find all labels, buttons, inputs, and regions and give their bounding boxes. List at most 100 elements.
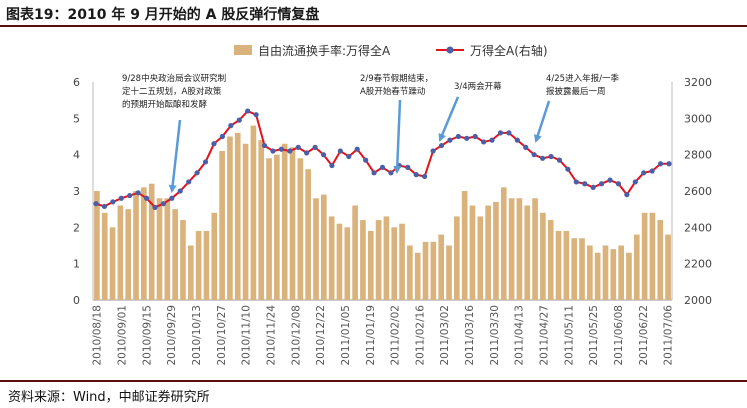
index-point: [219, 133, 225, 140]
index-point: [582, 181, 588, 187]
index-point: [160, 201, 167, 207]
x-tick-label: 2010/09/15: [141, 305, 153, 366]
index-point: [152, 204, 158, 210]
index-point: [101, 203, 108, 210]
turnover-bar: [141, 187, 147, 300]
index-point: [135, 190, 141, 196]
left-axis-ticks: 0 1 2 3 4 5 6: [73, 76, 80, 307]
x-tick-label: 2011/03/16: [464, 305, 476, 366]
index-point: [565, 166, 571, 172]
annotation-text: 3/4两会开幕: [454, 81, 502, 92]
x-tick-label: 2011/04/27: [539, 305, 551, 366]
turnover-bar: [618, 245, 624, 300]
index-point: [295, 144, 301, 150]
turnover-bar: [579, 238, 585, 300]
annotation-text: A股开始春节躁动: [360, 86, 426, 97]
turnover-bar: [602, 245, 609, 300]
index-point: [127, 192, 133, 199]
index-point: [236, 117, 242, 123]
x-tick-label: 2010/12/08: [290, 305, 302, 366]
index-point: [615, 181, 622, 187]
chart: 自由流通换手率:万得全A 万得全A(右轴) 0 1 2 3 4 5 6 2000 2200 24…: [73, 43, 712, 366]
turnover-bar: [454, 216, 460, 300]
x-tick-label: 2010/11/24: [265, 305, 277, 366]
index-point: [363, 157, 369, 163]
index-point: [624, 192, 630, 198]
turnover-bar: [328, 216, 335, 300]
turnover-bar: [633, 234, 640, 300]
turnover-bar: [109, 227, 116, 300]
turnover-bar: [227, 136, 233, 300]
turnover-bar: [665, 234, 671, 300]
turnover-bar: [540, 212, 546, 300]
turnover-bar: [180, 220, 186, 300]
left-tick-label: 4: [73, 149, 80, 162]
turnover-bar: [321, 194, 327, 300]
turnover-bar: [493, 201, 499, 300]
turnover-bar: [250, 125, 257, 300]
turnover-bar: [164, 198, 171, 300]
turnover-bar: [133, 191, 139, 300]
index-point: [590, 184, 596, 190]
turnover-bar: [649, 212, 656, 300]
x-tick-label: 2011/07/06: [663, 305, 675, 366]
index-markers: [93, 108, 672, 210]
annotation-text: 定十二五规划，A股对政策: [122, 86, 222, 97]
turnover-bar: [399, 223, 405, 300]
turnover-bar: [242, 143, 249, 300]
index-point: [666, 161, 672, 167]
index-point: [202, 159, 209, 165]
index-point: [523, 144, 529, 150]
turnover-bar: [234, 132, 241, 300]
right-tick-label: 2800: [684, 149, 712, 162]
left-tick-label: 0: [73, 294, 80, 307]
annotation-arrow: [168, 119, 182, 193]
turnover-bar: [156, 198, 163, 300]
legend-bar-swatch: [234, 45, 252, 55]
annotation-4-25: 4/25进入年报/一季 报披露最后一周: [534, 73, 619, 143]
x-tick-label: 2011/03/30: [489, 305, 501, 366]
turnover-bar: [187, 245, 194, 300]
turnover-bars: [94, 125, 671, 300]
page-title: 图表19：2010 年 9 月开始的 A 股反弹行情复盘: [6, 7, 320, 23]
annotation-3-4: 3/4两会开幕: [438, 81, 502, 142]
source-divider: [0, 380, 747, 382]
index-point: [278, 146, 284, 152]
index-point: [573, 179, 579, 185]
turnover-bar: [148, 183, 155, 300]
annotation-arrow: [393, 99, 402, 174]
index-point: [540, 155, 546, 161]
turnover-bar: [555, 230, 562, 300]
index-point: [354, 146, 360, 152]
index-point: [118, 195, 124, 201]
index-point: [641, 170, 647, 176]
turnover-bar: [289, 147, 296, 300]
turnover-bar: [563, 230, 570, 300]
index-point: [379, 164, 386, 170]
annotation-text: 的预期开始酝酿和发酵: [122, 99, 208, 110]
legend: 自由流通换手率:万得全A 万得全A(右轴): [234, 43, 548, 58]
turnover-bar: [391, 227, 398, 300]
index-point: [337, 148, 343, 154]
index-point: [447, 137, 453, 143]
annotation-arrow: [534, 100, 551, 143]
right-tick-label: 2000: [684, 294, 712, 307]
turnover-bar: [594, 252, 601, 300]
turnover-bar: [469, 205, 476, 300]
x-tick-label: 2011/03/02: [439, 305, 451, 366]
turnover-bar: [414, 252, 421, 300]
turnover-bar: [219, 151, 225, 300]
turnover-bar: [461, 191, 468, 300]
turnover-bar: [383, 216, 390, 300]
index-point: [455, 133, 461, 140]
index-point: [110, 199, 116, 205]
index-point: [657, 161, 664, 167]
turnover-bar: [407, 245, 413, 300]
index-point: [169, 195, 175, 201]
x-tick-label: 2011/02/16: [414, 305, 426, 366]
turnover-bar: [266, 158, 272, 300]
right-axis-ticks: 2000 2200 2400 2600 2800 3000 3200: [684, 76, 712, 307]
turnover-bar: [438, 234, 444, 300]
turnover-bar: [195, 230, 202, 300]
x-tick-label: 2011/01/05: [340, 305, 352, 366]
